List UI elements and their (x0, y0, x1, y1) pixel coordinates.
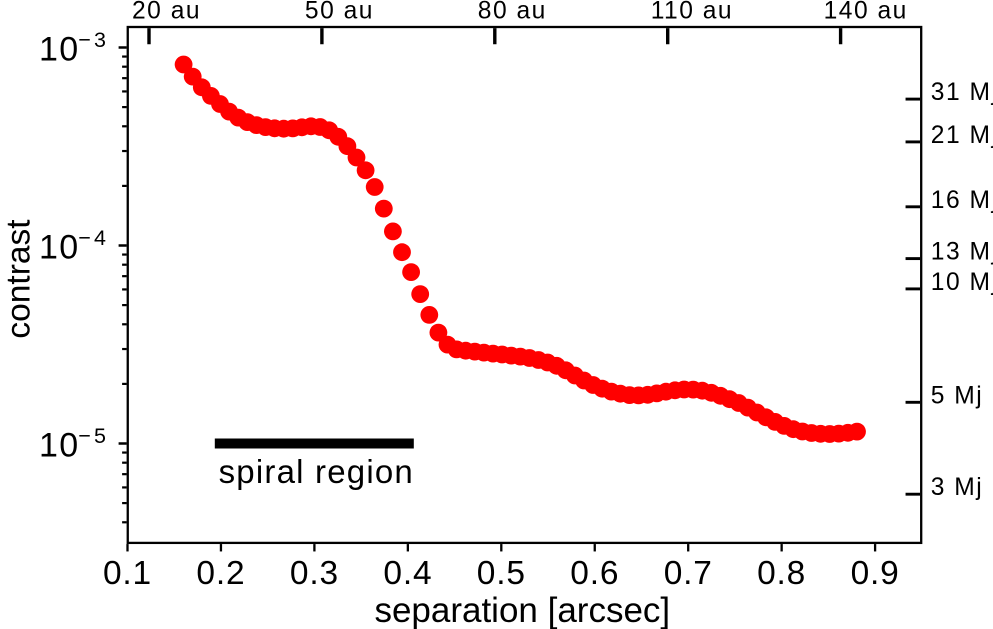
svg-text:10 Mj: 10 Mj (931, 269, 993, 296)
svg-text:0.6: 0.6 (570, 555, 619, 592)
svg-text:16 Mj: 16 Mj (931, 187, 993, 214)
svg-text:20 au: 20 au (132, 0, 201, 25)
svg-text:21 Mj: 21 Mj (931, 122, 993, 149)
svg-text:contrast: contrast (1, 219, 38, 339)
svg-text:5 Mj: 5 Mj (931, 382, 983, 409)
svg-text:0.2: 0.2 (196, 555, 245, 592)
svg-text:3 Mj: 3 Mj (931, 474, 983, 501)
svg-text:140 au: 140 au (824, 0, 908, 25)
svg-text:50 au: 50 au (305, 0, 374, 25)
svg-text:separation [arcsec]: separation [arcsec] (374, 591, 670, 629)
svg-text:10: 10 (39, 427, 79, 465)
svg-text:0.3: 0.3 (290, 555, 339, 592)
svg-text:spiral region: spiral region (219, 453, 414, 490)
svg-text:110 au: 110 au (651, 0, 733, 25)
svg-text:−4: −4 (78, 226, 109, 250)
svg-text:0.4: 0.4 (383, 555, 432, 592)
svg-text:−3: −3 (78, 28, 109, 52)
svg-text:13 Mj: 13 Mj (931, 239, 993, 266)
svg-text:0.9: 0.9 (851, 555, 900, 592)
svg-text:0.5: 0.5 (477, 555, 526, 592)
svg-text:0.8: 0.8 (757, 555, 806, 592)
svg-text:0.7: 0.7 (664, 555, 713, 592)
svg-text:10: 10 (39, 31, 79, 69)
svg-text:−5: −5 (78, 424, 109, 448)
svg-text:10: 10 (39, 229, 79, 267)
svg-text:0.1: 0.1 (103, 555, 152, 592)
svg-text:80 au: 80 au (478, 0, 547, 25)
svg-text:31 Mj: 31 Mj (931, 79, 993, 106)
